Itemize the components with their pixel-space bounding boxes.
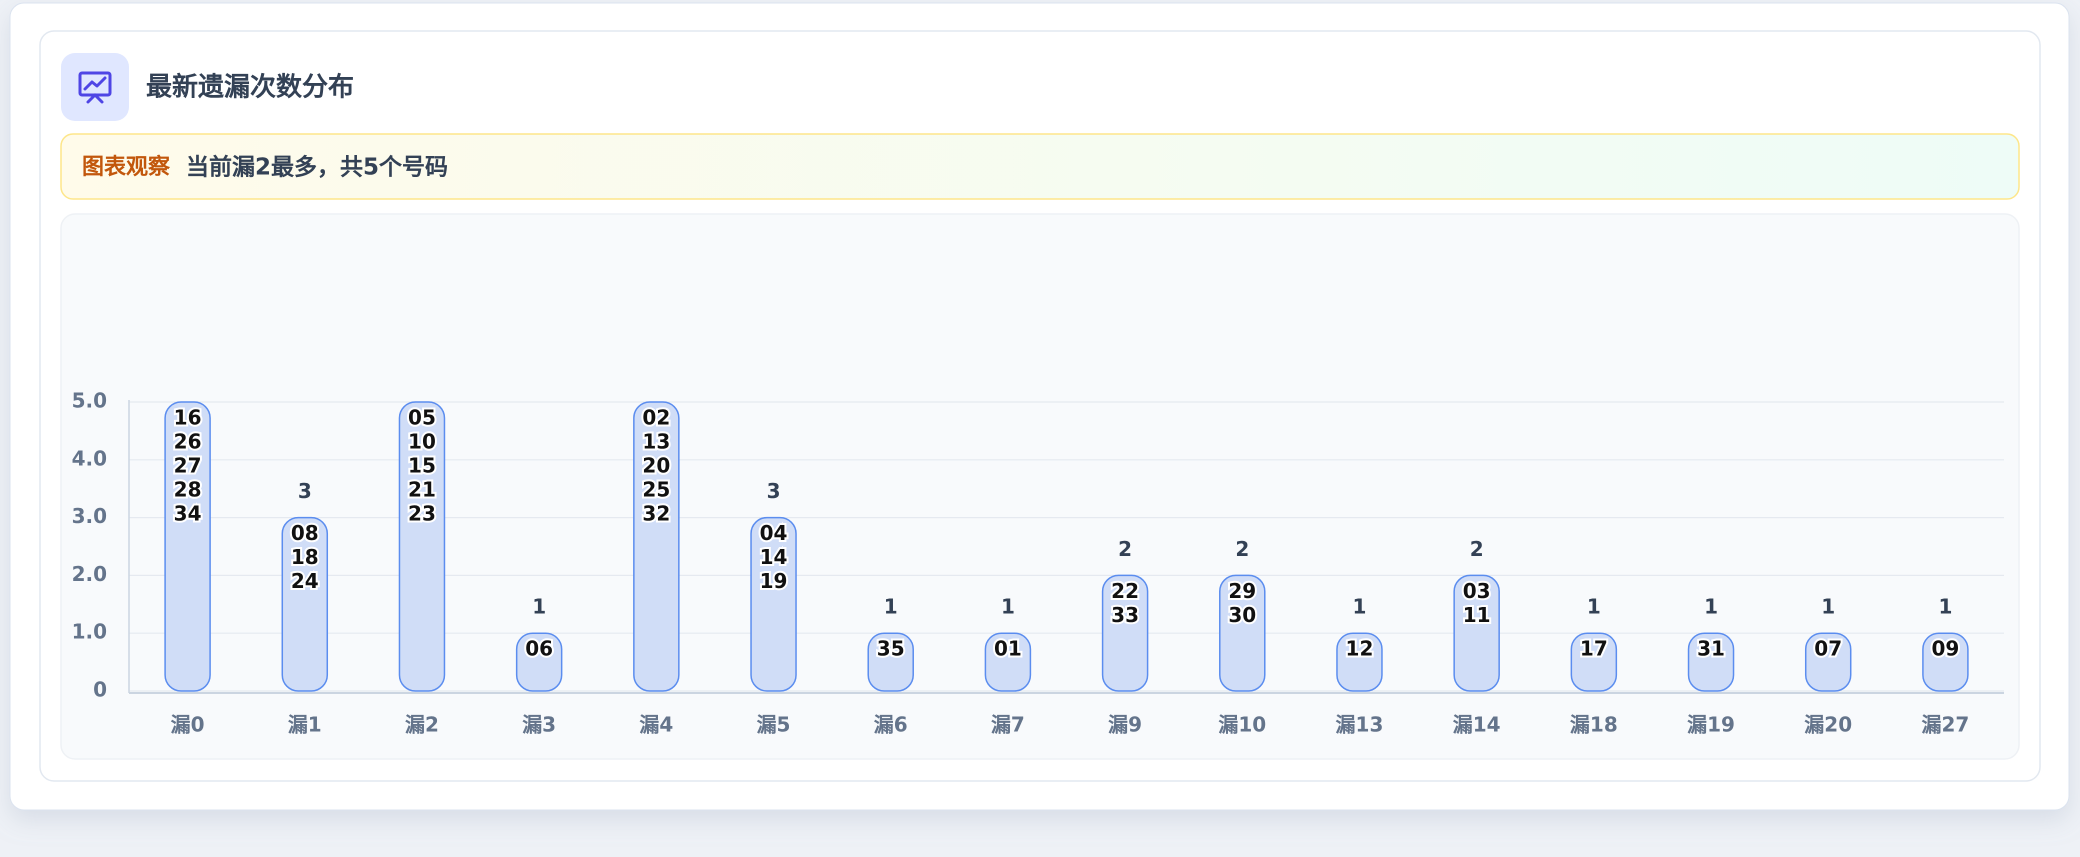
x-tick-label: 漏0 bbox=[171, 713, 205, 737]
x-tick-label: 漏9 bbox=[1108, 713, 1142, 737]
value-label: 3 bbox=[298, 479, 312, 503]
bar bbox=[750, 516, 797, 692]
value-label: 1 bbox=[1704, 595, 1718, 619]
bar-number: 12 bbox=[1346, 637, 1374, 661]
value-label: 1 bbox=[1821, 595, 1835, 619]
bar-number: 21 bbox=[408, 478, 436, 502]
value-label: 1 bbox=[1001, 595, 1015, 619]
x-tick-label: 漏3 bbox=[522, 713, 556, 737]
bar-number: 18 bbox=[291, 545, 319, 569]
x-tick-label: 漏18 bbox=[1570, 713, 1618, 737]
bar-number: 02 bbox=[642, 406, 670, 430]
note-label: 图表观察 bbox=[82, 154, 171, 180]
bar-number: 19 bbox=[760, 569, 788, 593]
x-tick-label: 漏6 bbox=[874, 713, 908, 737]
x-tick-label: 漏4 bbox=[639, 713, 673, 737]
y-tick-label: 4.0 bbox=[72, 446, 107, 470]
bar-number: 10 bbox=[408, 430, 436, 454]
bar bbox=[515, 632, 563, 692]
bar-number: 31 bbox=[1697, 637, 1725, 661]
bar bbox=[1687, 632, 1735, 692]
value-label: 2 bbox=[1470, 537, 1484, 561]
bar-number: 09 bbox=[1931, 637, 1959, 661]
x-tick-label: 漏1 bbox=[288, 713, 322, 737]
bar-number: 32 bbox=[642, 502, 670, 526]
plot: 01.02.03.04.05.0漏01626272834漏10818243漏20… bbox=[72, 389, 2004, 737]
bar-number: 05 bbox=[408, 406, 436, 430]
x-tick-label: 漏2 bbox=[405, 713, 439, 737]
bar-number: 14 bbox=[760, 545, 788, 569]
bar-number: 13 bbox=[642, 430, 670, 454]
bar-number: 22 bbox=[1111, 579, 1139, 603]
chart-area bbox=[60, 213, 2020, 760]
bar-number: 06 bbox=[525, 637, 553, 661]
y-tick-label: 2.0 bbox=[72, 562, 107, 586]
bar bbox=[1219, 574, 1266, 692]
bar-number: 17 bbox=[1580, 637, 1608, 661]
x-tick-label: 漏13 bbox=[1336, 713, 1384, 737]
bar-number: 24 bbox=[291, 569, 319, 593]
value-label: 1 bbox=[1353, 595, 1367, 619]
bar bbox=[1453, 574, 1500, 692]
note-text: 当前漏2最多，共5个号码 bbox=[186, 154, 448, 181]
bar-number: 27 bbox=[174, 454, 202, 478]
note-box bbox=[60, 133, 2020, 200]
bar bbox=[164, 401, 211, 692]
bar-number: 28 bbox=[174, 478, 202, 502]
bar bbox=[984, 632, 1032, 692]
value-label: 2 bbox=[1235, 537, 1249, 561]
x-tick-label: 漏14 bbox=[1453, 713, 1501, 737]
x-tick-label: 漏19 bbox=[1687, 713, 1735, 737]
icon-box bbox=[61, 53, 129, 121]
bar bbox=[1804, 632, 1852, 692]
y-tick-label: 5.0 bbox=[72, 389, 107, 413]
card-title: 最新遗漏次数分布 bbox=[146, 72, 354, 103]
value-label: 3 bbox=[767, 479, 781, 503]
value-label: 2 bbox=[1118, 537, 1132, 561]
bar-number: 03 bbox=[1463, 579, 1491, 603]
value-label: 1 bbox=[1938, 595, 1952, 619]
value-label: 1 bbox=[1587, 595, 1601, 619]
bar-number: 07 bbox=[1814, 637, 1842, 661]
x-tick-label: 漏7 bbox=[991, 713, 1025, 737]
chart-icon bbox=[78, 71, 112, 104]
value-label: 1 bbox=[532, 595, 546, 619]
bar-number: 15 bbox=[408, 454, 436, 478]
bar bbox=[1570, 632, 1618, 692]
bar-number: 16 bbox=[174, 406, 202, 430]
bar bbox=[1922, 632, 1969, 692]
bar-number: 23 bbox=[408, 502, 436, 526]
bar bbox=[398, 401, 446, 692]
x-tick-label: 漏27 bbox=[1921, 713, 1969, 737]
bar bbox=[1336, 632, 1383, 692]
bar-number: 25 bbox=[642, 478, 670, 502]
bar-number: 33 bbox=[1111, 603, 1139, 627]
y-tick-label: 1.0 bbox=[72, 620, 107, 644]
bar-number: 35 bbox=[877, 637, 905, 661]
bar bbox=[281, 516, 329, 692]
bar-number: 26 bbox=[174, 430, 202, 454]
bar bbox=[1101, 574, 1149, 692]
value-label: 1 bbox=[884, 595, 898, 619]
bar-number: 08 bbox=[291, 521, 319, 545]
bar-number: 20 bbox=[642, 454, 670, 478]
y-tick-label: 3.0 bbox=[72, 504, 107, 528]
bar-number: 30 bbox=[1228, 603, 1256, 627]
bar-number: 34 bbox=[174, 502, 202, 526]
bar bbox=[867, 632, 914, 692]
bar bbox=[633, 401, 680, 692]
x-tick-label: 漏20 bbox=[1804, 713, 1852, 737]
bar-number: 04 bbox=[760, 521, 788, 545]
x-tick-label: 漏10 bbox=[1218, 713, 1266, 737]
bar-number: 11 bbox=[1463, 603, 1491, 627]
bar-number: 29 bbox=[1228, 579, 1256, 603]
x-tick-label: 漏5 bbox=[757, 713, 791, 737]
y-tick-label: 0 bbox=[93, 678, 107, 702]
bar-number: 01 bbox=[994, 637, 1022, 661]
